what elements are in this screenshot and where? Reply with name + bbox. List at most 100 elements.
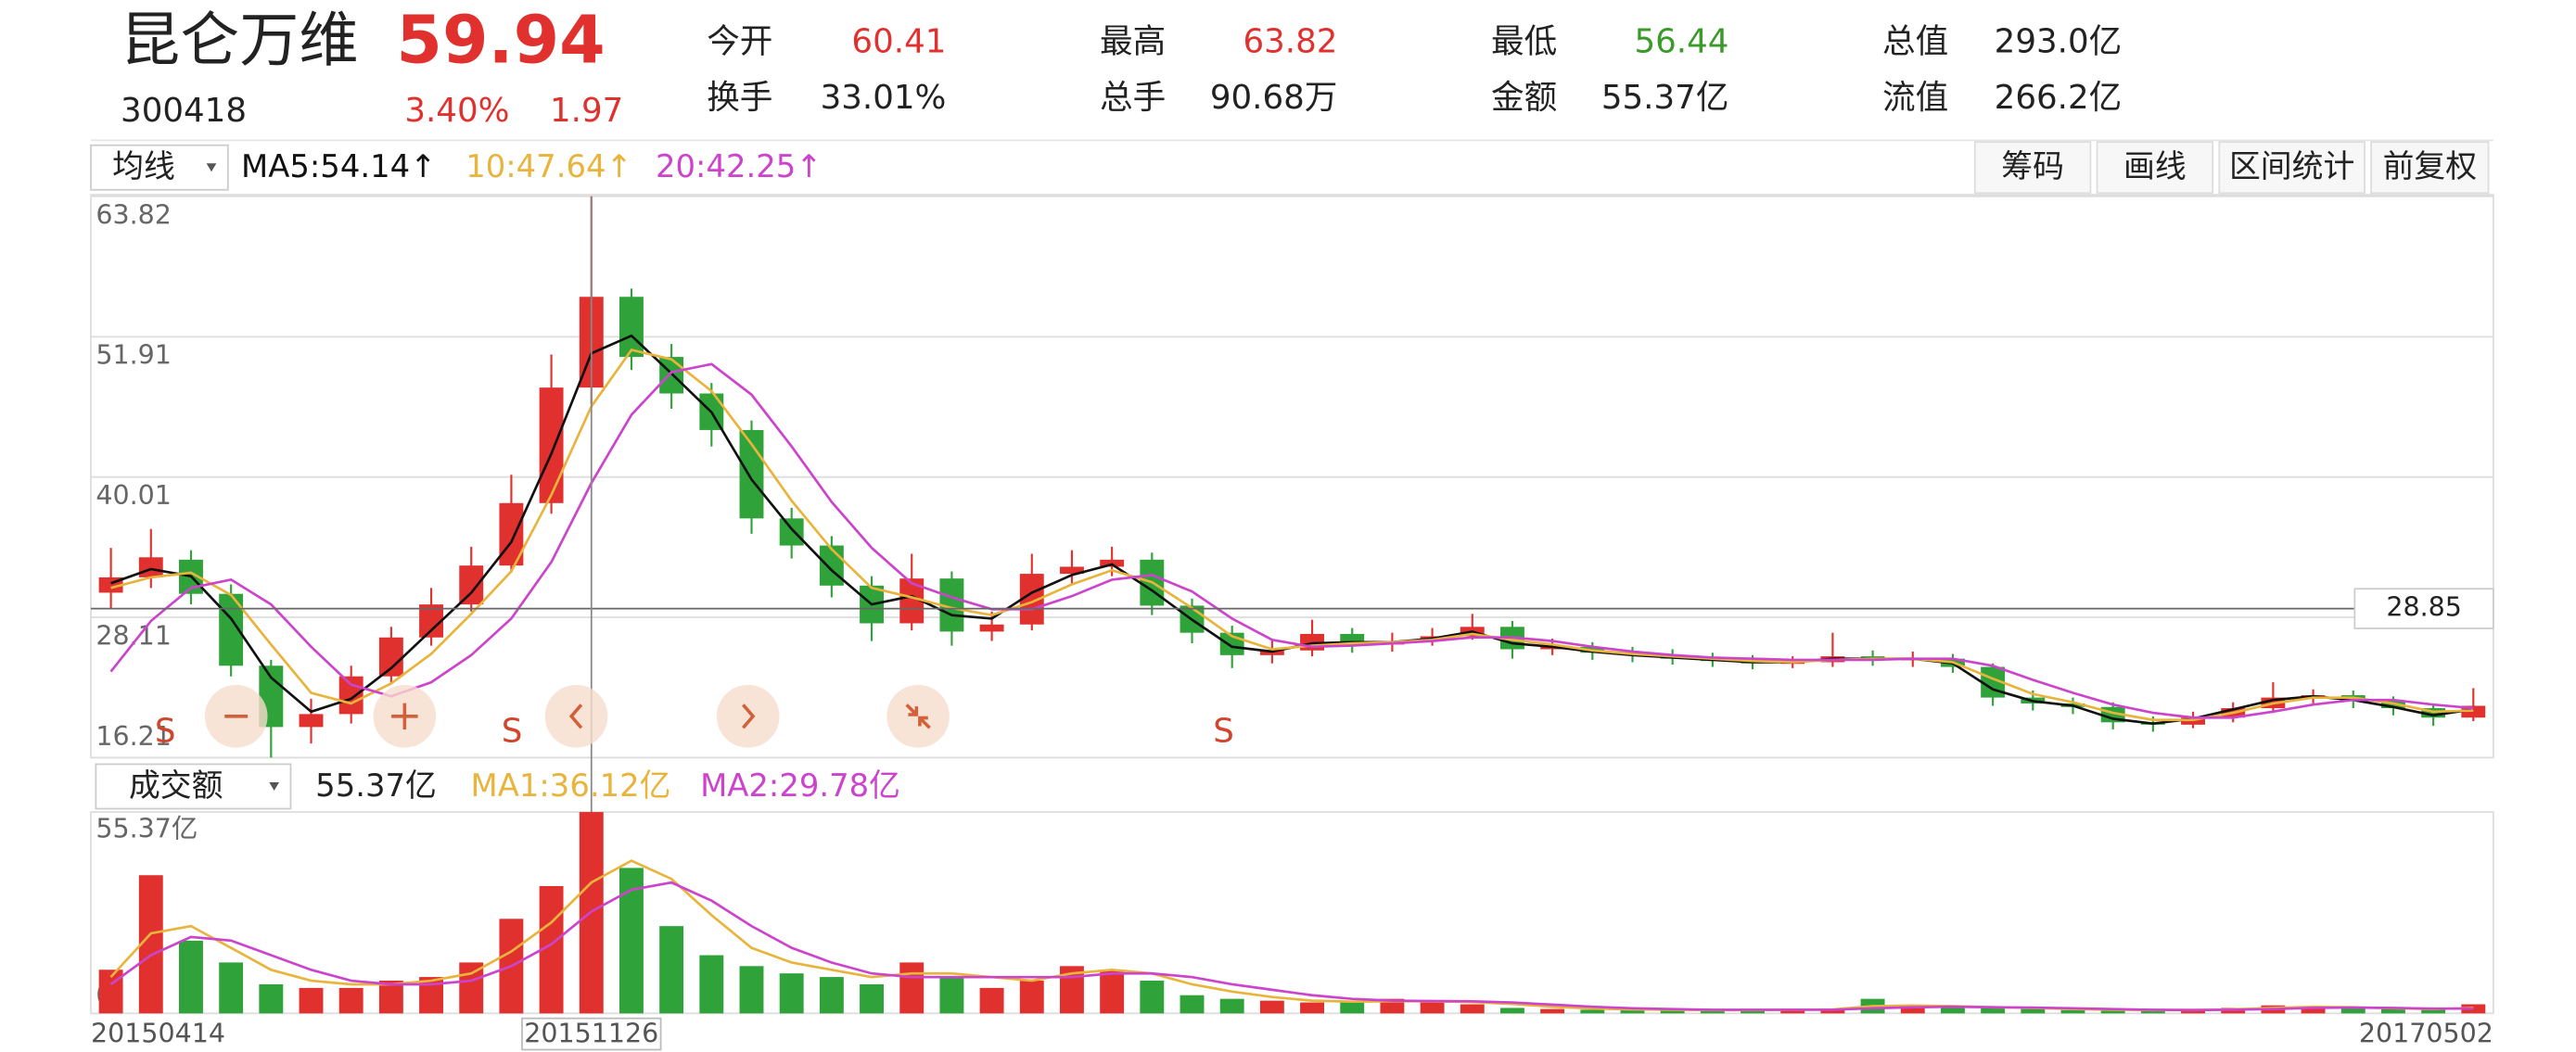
ma-line	[109, 881, 2474, 1012]
current-price-box	[2353, 588, 2494, 629]
volume-bar	[1180, 995, 1205, 1014]
stat-value: 60.41	[851, 22, 946, 60]
nav-icon	[568, 703, 583, 729]
volume-bar	[939, 977, 964, 1014]
button-box	[2218, 141, 2366, 195]
x-label-box	[521, 1017, 662, 1051]
volume-bar	[1741, 1009, 1765, 1014]
stock-name: 昆仑万维	[121, 7, 358, 76]
volume-bar	[1700, 1010, 1725, 1014]
volume-bar	[179, 940, 203, 1014]
volume-bar	[1420, 1002, 1445, 1014]
volume-bar	[860, 983, 885, 1014]
button-box	[1973, 141, 2092, 195]
volume-bar	[1981, 1007, 2006, 1014]
toolbar-button[interactable]: 筹码	[1973, 141, 2092, 195]
volume-bar	[1900, 1008, 1925, 1014]
nav-button[interactable]	[204, 684, 268, 748]
select-box	[95, 763, 292, 810]
volume-bar	[819, 977, 844, 1014]
candle-body	[459, 565, 484, 605]
ma-select[interactable]: 均线	[90, 144, 229, 191]
dropdown-arrow	[206, 163, 217, 172]
button-label: 筹码	[2001, 148, 2064, 184]
nav-button[interactable]	[886, 684, 950, 748]
volume-bar	[659, 926, 684, 1014]
volume-bar	[2060, 1009, 2085, 1014]
toolbar-button[interactable]: 画线	[2096, 141, 2214, 195]
nav-button[interactable]	[716, 684, 780, 748]
nav-icon	[905, 703, 931, 729]
volume-bar	[138, 875, 163, 1014]
volume-bar	[779, 973, 804, 1014]
y-tick-label: 28.11	[96, 620, 172, 651]
legend-entry: MA1:36.12亿	[471, 767, 671, 804]
button-label: 画线	[2123, 148, 2187, 184]
nav-button[interactable]	[373, 684, 437, 748]
volume-bar	[2380, 1008, 2405, 1014]
volume-bar	[1140, 981, 1165, 1014]
nav-circle	[886, 684, 950, 748]
toolbar-button[interactable]: 区间统计	[2218, 141, 2366, 195]
select-label: 成交额	[129, 767, 223, 804]
volume-bar	[739, 966, 764, 1014]
volume-bar	[219, 962, 244, 1014]
signal-marker: S	[502, 713, 523, 751]
candle-body	[979, 624, 1004, 632]
stat-label: 金额	[1491, 79, 1557, 117]
stat-value: 63.82	[1243, 22, 1337, 60]
stat-value: 56.44	[1634, 22, 1728, 60]
volume-bar	[1660, 1009, 1685, 1014]
volume-bar	[1540, 1008, 1565, 1014]
y-tick-label: 16.21	[96, 721, 172, 752]
x-tick-label: 20150414	[91, 1018, 225, 1048]
volume-bar	[2421, 1009, 2446, 1014]
candle-body	[338, 676, 363, 715]
volume-bar	[2140, 1010, 2165, 1014]
legend-entry: MA2:29.78亿	[700, 767, 900, 804]
stat-label: 今开	[707, 22, 772, 60]
volume-bar	[1300, 1002, 1324, 1014]
ma-line	[109, 362, 2474, 719]
ma-line	[110, 348, 2474, 722]
candle-body	[378, 637, 403, 677]
volume-bar	[2021, 1008, 2046, 1014]
toolbar-button[interactable]: 前复权	[2370, 141, 2490, 195]
volume-select[interactable]: 成交额	[95, 763, 292, 810]
legend-entry: 10:47.64↑	[465, 148, 632, 184]
candle-body	[779, 518, 804, 546]
volume-bar	[378, 981, 403, 1014]
volume-bar	[459, 962, 484, 1014]
stat-value: 266.2亿	[1995, 79, 2123, 117]
y-tick-label: 51.91	[96, 340, 172, 371]
candle-body	[138, 557, 163, 577]
volume-bar	[1019, 981, 1044, 1014]
nav-circle	[716, 684, 780, 748]
change-pct: 3.40%	[404, 92, 509, 130]
volume-bar	[259, 983, 284, 1014]
volume-bar	[1940, 1008, 1965, 1014]
nav-button[interactable]	[544, 684, 608, 748]
volume-bar	[1219, 998, 1244, 1014]
volume-bar	[1100, 970, 1125, 1014]
stat-label: 总值	[1882, 22, 1948, 60]
volume-bar	[979, 987, 1004, 1014]
volume-bar	[1580, 1009, 1605, 1014]
button-box	[2370, 141, 2490, 195]
button-label: 前复权	[2383, 148, 2477, 184]
nav-icon	[742, 703, 756, 729]
signal-marker: S	[155, 713, 176, 751]
volume-bar	[1620, 1009, 1645, 1014]
volume-bar	[619, 868, 644, 1014]
signal-marker: S	[1213, 713, 1234, 751]
volume-bar	[1460, 1004, 1485, 1014]
volume-bar	[338, 987, 363, 1014]
volume-bar	[2340, 1008, 2366, 1014]
x-tick-label: 20170502	[2359, 1018, 2493, 1048]
legend-entry: 20:42.25↑	[656, 148, 823, 184]
current-price-label: 28.85	[2386, 592, 2462, 623]
stat-label: 总手	[1100, 79, 1166, 117]
candle-body	[539, 387, 564, 503]
stat-value: 55.37亿	[1601, 79, 1729, 117]
